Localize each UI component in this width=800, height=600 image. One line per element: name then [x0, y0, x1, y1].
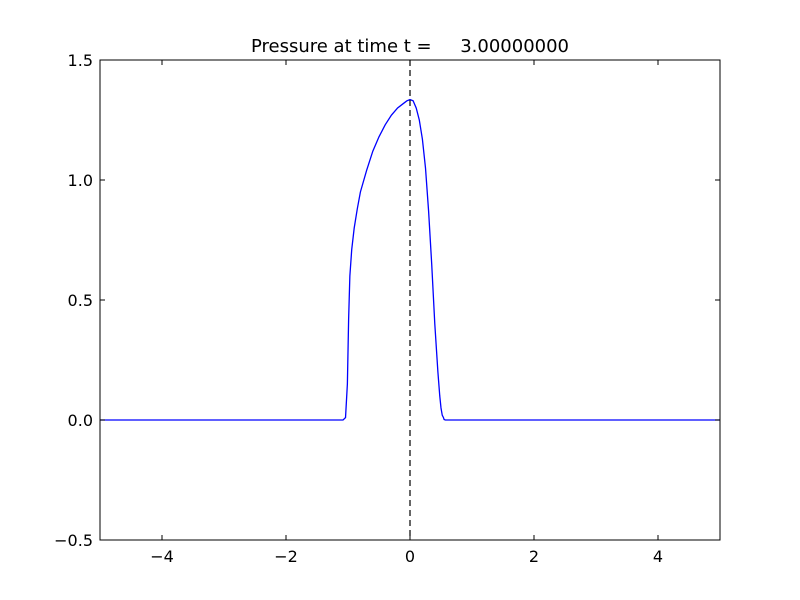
x-tick-label: 0	[405, 547, 415, 566]
x-tick-label: 2	[529, 547, 539, 566]
series-line-0	[100, 98, 720, 421]
y-tick-label: −0.5	[54, 531, 93, 550]
chart-title: Pressure at time t = 3.00000000	[251, 36, 569, 57]
y-tick-label: 1.5	[68, 51, 93, 70]
x-tick-label: −2	[274, 547, 298, 566]
x-tick-label: −4	[150, 547, 174, 566]
y-tick-label: 1.0	[68, 171, 93, 190]
y-tick-label: 0.5	[68, 291, 93, 310]
x-tick-label: 4	[653, 547, 663, 566]
y-tick-label: 0.0	[68, 411, 93, 430]
